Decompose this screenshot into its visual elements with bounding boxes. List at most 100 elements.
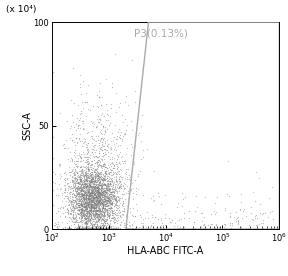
Point [96, 226, 101, 230]
Point [85, 212, 89, 217]
Point [94, 198, 98, 203]
Point [80, 226, 85, 230]
Point [73, 203, 77, 207]
Point [88, 192, 92, 196]
Point [111, 194, 116, 199]
Point [82, 186, 86, 190]
Point [103, 202, 108, 206]
Point [99, 221, 103, 225]
Point [121, 212, 126, 216]
Point [141, 155, 145, 159]
Point [67, 226, 72, 230]
Point [69, 98, 73, 102]
Point [103, 226, 107, 230]
Point [107, 197, 111, 201]
Point [86, 200, 91, 205]
Point [88, 189, 93, 193]
Point [94, 190, 98, 195]
Point [79, 226, 84, 230]
Point [109, 155, 114, 160]
Point [82, 226, 86, 230]
Point [82, 204, 86, 208]
Point [102, 210, 107, 214]
Point [103, 213, 107, 218]
Point [90, 180, 94, 184]
Point [80, 158, 85, 163]
Point [80, 176, 85, 180]
Point [80, 188, 85, 193]
Point [112, 144, 117, 149]
Point [90, 209, 95, 214]
Point [76, 159, 81, 164]
Point [99, 185, 103, 189]
Point [87, 216, 91, 221]
Point [87, 206, 91, 210]
Point [82, 178, 87, 183]
Point [130, 226, 134, 230]
Point [97, 179, 102, 184]
Point [102, 220, 107, 224]
Point [88, 183, 92, 188]
Point [74, 194, 79, 198]
Point [97, 198, 102, 202]
Point [198, 225, 203, 230]
Point [96, 211, 101, 216]
Point [82, 177, 86, 182]
Point [95, 204, 100, 208]
Point [128, 210, 132, 214]
Point [63, 215, 68, 219]
Point [93, 154, 98, 158]
Point [116, 225, 120, 229]
Point [80, 185, 85, 189]
Point [53, 181, 58, 185]
Point [82, 226, 86, 230]
Point [81, 176, 86, 181]
Point [102, 194, 107, 198]
Point [87, 178, 92, 183]
Point [78, 176, 83, 181]
Point [73, 185, 78, 190]
Point [96, 174, 100, 178]
Point [156, 191, 160, 195]
Point [80, 188, 85, 193]
Point [99, 145, 103, 149]
Point [104, 193, 108, 198]
Point [100, 158, 104, 163]
Point [94, 209, 99, 213]
Point [122, 187, 127, 191]
Point [122, 185, 127, 190]
Point [121, 183, 126, 187]
Point [87, 180, 91, 184]
Point [92, 176, 97, 180]
Point [90, 211, 95, 216]
Point [76, 208, 81, 212]
Point [94, 173, 98, 178]
Point [84, 174, 89, 179]
Point [80, 226, 85, 230]
Point [158, 202, 163, 206]
Point [72, 170, 77, 174]
Point [87, 182, 91, 186]
Point [90, 191, 95, 195]
Point [84, 203, 89, 208]
Point [85, 207, 90, 212]
Point [83, 199, 88, 203]
Point [68, 200, 72, 205]
Point [94, 200, 98, 205]
Point [84, 91, 88, 95]
Point [192, 225, 197, 230]
Point [92, 138, 96, 142]
Point [98, 202, 103, 207]
Point [88, 204, 92, 209]
Point [98, 190, 102, 194]
Point [90, 150, 95, 154]
Point [97, 95, 102, 100]
Point [111, 211, 116, 215]
Point [96, 170, 100, 175]
Point [67, 226, 72, 230]
Point [94, 93, 99, 97]
Point [82, 205, 87, 210]
Point [93, 180, 98, 184]
Point [199, 211, 204, 215]
Point [97, 183, 102, 187]
